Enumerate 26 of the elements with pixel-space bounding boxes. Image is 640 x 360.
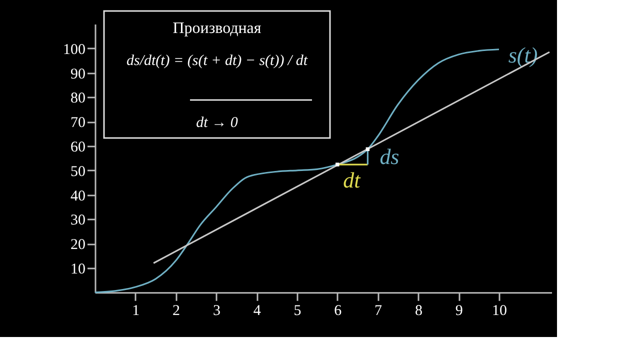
series-label: dt (343, 168, 362, 193)
y-tick-label: 80 (70, 90, 86, 107)
y-tick-label: 90 (70, 66, 86, 82)
x-tick-label: 2 (172, 302, 180, 319)
y-tick-label: 20 (70, 237, 86, 254)
chart-title: Производная (172, 20, 262, 37)
annotation: dt → 0 (196, 114, 238, 131)
x-tick-label: 3 (212, 302, 220, 319)
x-tick-label: 6 (334, 302, 342, 319)
y-tick-label: 10 (70, 261, 86, 278)
x-tick-label: 10 (492, 302, 507, 319)
y-tick-label: 40 (70, 188, 86, 204)
y-tick-label: 50 (70, 164, 86, 180)
y-tick-label: 100 (63, 42, 86, 58)
y-tick-label: 70 (70, 115, 86, 132)
annotation: ds/dt(t) = (s(t + dt) − s(t)) / dt (126, 53, 308, 69)
y-tick-label: 60 (70, 139, 86, 156)
series-label: ds (380, 144, 400, 170)
x-tick-label: 7 (374, 302, 383, 319)
x-tick-label: 5 (294, 302, 302, 319)
y-tick-label: 30 (70, 212, 86, 229)
x-tick-label: 9 (455, 302, 463, 319)
x-tick-label: 4 (253, 302, 262, 319)
series-label: s(t) (508, 42, 538, 68)
x-tick-label: 8 (414, 302, 422, 319)
x-tick-label: 1 (132, 302, 140, 319)
